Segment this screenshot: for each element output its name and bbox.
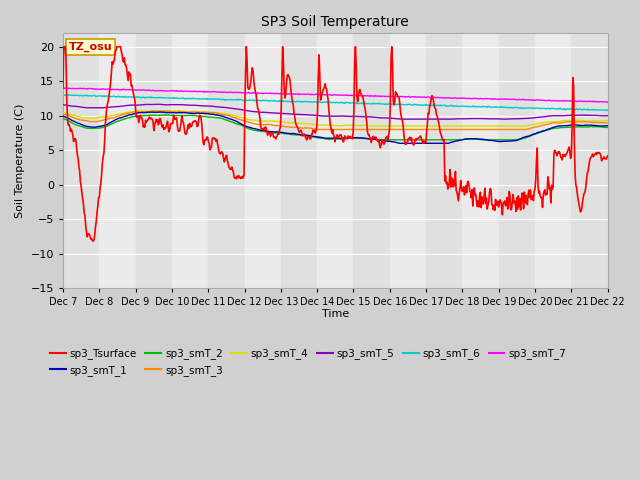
Bar [426,33,463,288]
Bar [99,33,136,288]
Bar [172,33,208,288]
Bar [353,33,390,288]
Bar [572,33,608,288]
Bar [281,33,317,288]
Legend: sp3_Tsurface, sp3_smT_1, sp3_smT_2, sp3_smT_3, sp3_smT_4, sp3_smT_5, sp3_smT_6, : sp3_Tsurface, sp3_smT_1, sp3_smT_2, sp3_… [45,344,570,380]
Bar [63,33,99,288]
X-axis label: Time: Time [322,309,349,319]
Bar [208,33,244,288]
Bar [499,33,535,288]
Bar [317,33,353,288]
Title: SP3 Soil Temperature: SP3 Soil Temperature [262,15,409,29]
Bar [390,33,426,288]
Bar [535,33,572,288]
Bar [463,33,499,288]
Bar [136,33,172,288]
Text: TZ_osu: TZ_osu [68,42,112,52]
Y-axis label: Soil Temperature (C): Soil Temperature (C) [15,103,25,218]
Bar [244,33,281,288]
